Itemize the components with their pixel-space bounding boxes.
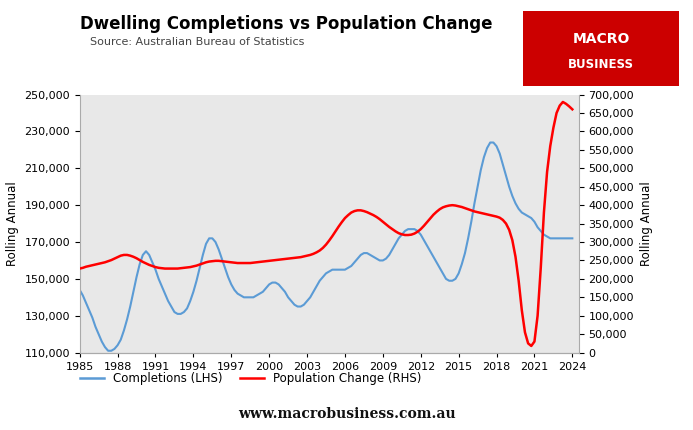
- Population Change (RHS): [527, 344, 536, 349]
- Y-axis label: Rolling Annual: Rolling Annual: [6, 181, 19, 266]
- Population Change (RHS): [559, 99, 567, 104]
- Line: Population Change (RHS): Population Change (RHS): [80, 102, 572, 346]
- Completions (LHS): [262, 286, 270, 291]
- Legend: Completions (LHS), Population Change (RHS): Completions (LHS), Population Change (RH…: [76, 367, 426, 390]
- Completions (LHS): [104, 348, 112, 353]
- Completions (LHS): [477, 168, 485, 173]
- Text: www.macrobusiness.com.au: www.macrobusiness.com.au: [238, 407, 455, 421]
- Line: Completions (LHS): Completions (LHS): [80, 142, 572, 351]
- Population Change (RHS): [568, 107, 577, 112]
- Completions (LHS): [211, 240, 220, 245]
- Completions (LHS): [568, 236, 577, 241]
- Text: Source: Australian Bureau of Statistics: Source: Australian Bureau of Statistics: [90, 37, 304, 46]
- Population Change (RHS): [208, 258, 216, 264]
- Population Change (RHS): [258, 259, 267, 264]
- Text: BUSINESS: BUSINESS: [568, 58, 634, 71]
- Completions (LHS): [91, 324, 100, 329]
- Completions (LHS): [486, 140, 494, 145]
- Population Change (RHS): [360, 209, 368, 214]
- Population Change (RHS): [100, 260, 109, 265]
- Y-axis label: Rolling Annual: Rolling Annual: [640, 181, 653, 266]
- Population Change (RHS): [91, 262, 100, 267]
- Population Change (RHS): [473, 209, 482, 215]
- Population Change (RHS): [76, 266, 84, 271]
- Completions (LHS): [363, 251, 371, 256]
- Text: MACRO: MACRO: [572, 32, 630, 46]
- Completions (LHS): [76, 287, 84, 292]
- Completions (LHS): [100, 344, 109, 350]
- Text: Dwelling Completions vs Population Change: Dwelling Completions vs Population Chang…: [80, 15, 492, 33]
